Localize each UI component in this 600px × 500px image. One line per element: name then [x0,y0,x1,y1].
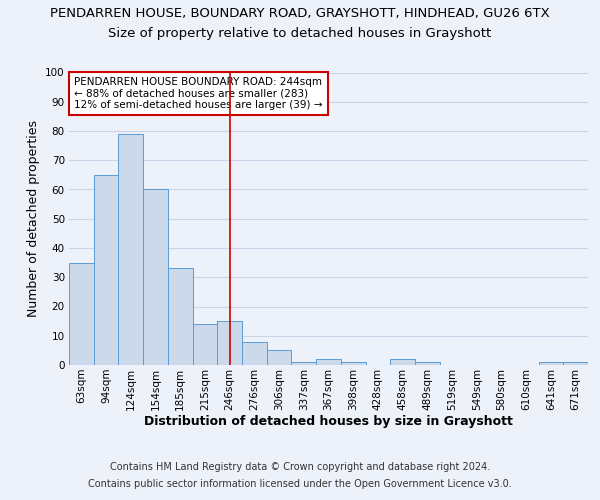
Bar [69,262,94,365]
Bar [415,362,440,365]
Text: PENDARREN HOUSE, BOUNDARY ROAD, GRAYSHOTT, HINDHEAD, GU26 6TX: PENDARREN HOUSE, BOUNDARY ROAD, GRAYSHOT… [50,8,550,20]
Bar [390,359,415,365]
Text: Contains public sector information licensed under the Open Government Licence v3: Contains public sector information licen… [88,479,512,489]
Text: Size of property relative to detached houses in Grayshott: Size of property relative to detached ho… [109,28,491,40]
Y-axis label: Number of detached properties: Number of detached properties [26,120,40,318]
Bar [563,362,588,365]
Bar [267,350,292,365]
Bar [94,175,118,365]
Bar [341,362,365,365]
Bar [539,362,563,365]
Text: PENDARREN HOUSE BOUNDARY ROAD: 244sqm
← 88% of detached houses are smaller (283): PENDARREN HOUSE BOUNDARY ROAD: 244sqm ← … [74,77,323,110]
X-axis label: Distribution of detached houses by size in Grayshott: Distribution of detached houses by size … [144,416,513,428]
Bar [292,362,316,365]
Text: Contains HM Land Registry data © Crown copyright and database right 2024.: Contains HM Land Registry data © Crown c… [110,462,490,472]
Bar [168,268,193,365]
Bar [118,134,143,365]
Bar [316,359,341,365]
Bar [143,190,168,365]
Bar [193,324,217,365]
Bar [242,342,267,365]
Bar [217,321,242,365]
